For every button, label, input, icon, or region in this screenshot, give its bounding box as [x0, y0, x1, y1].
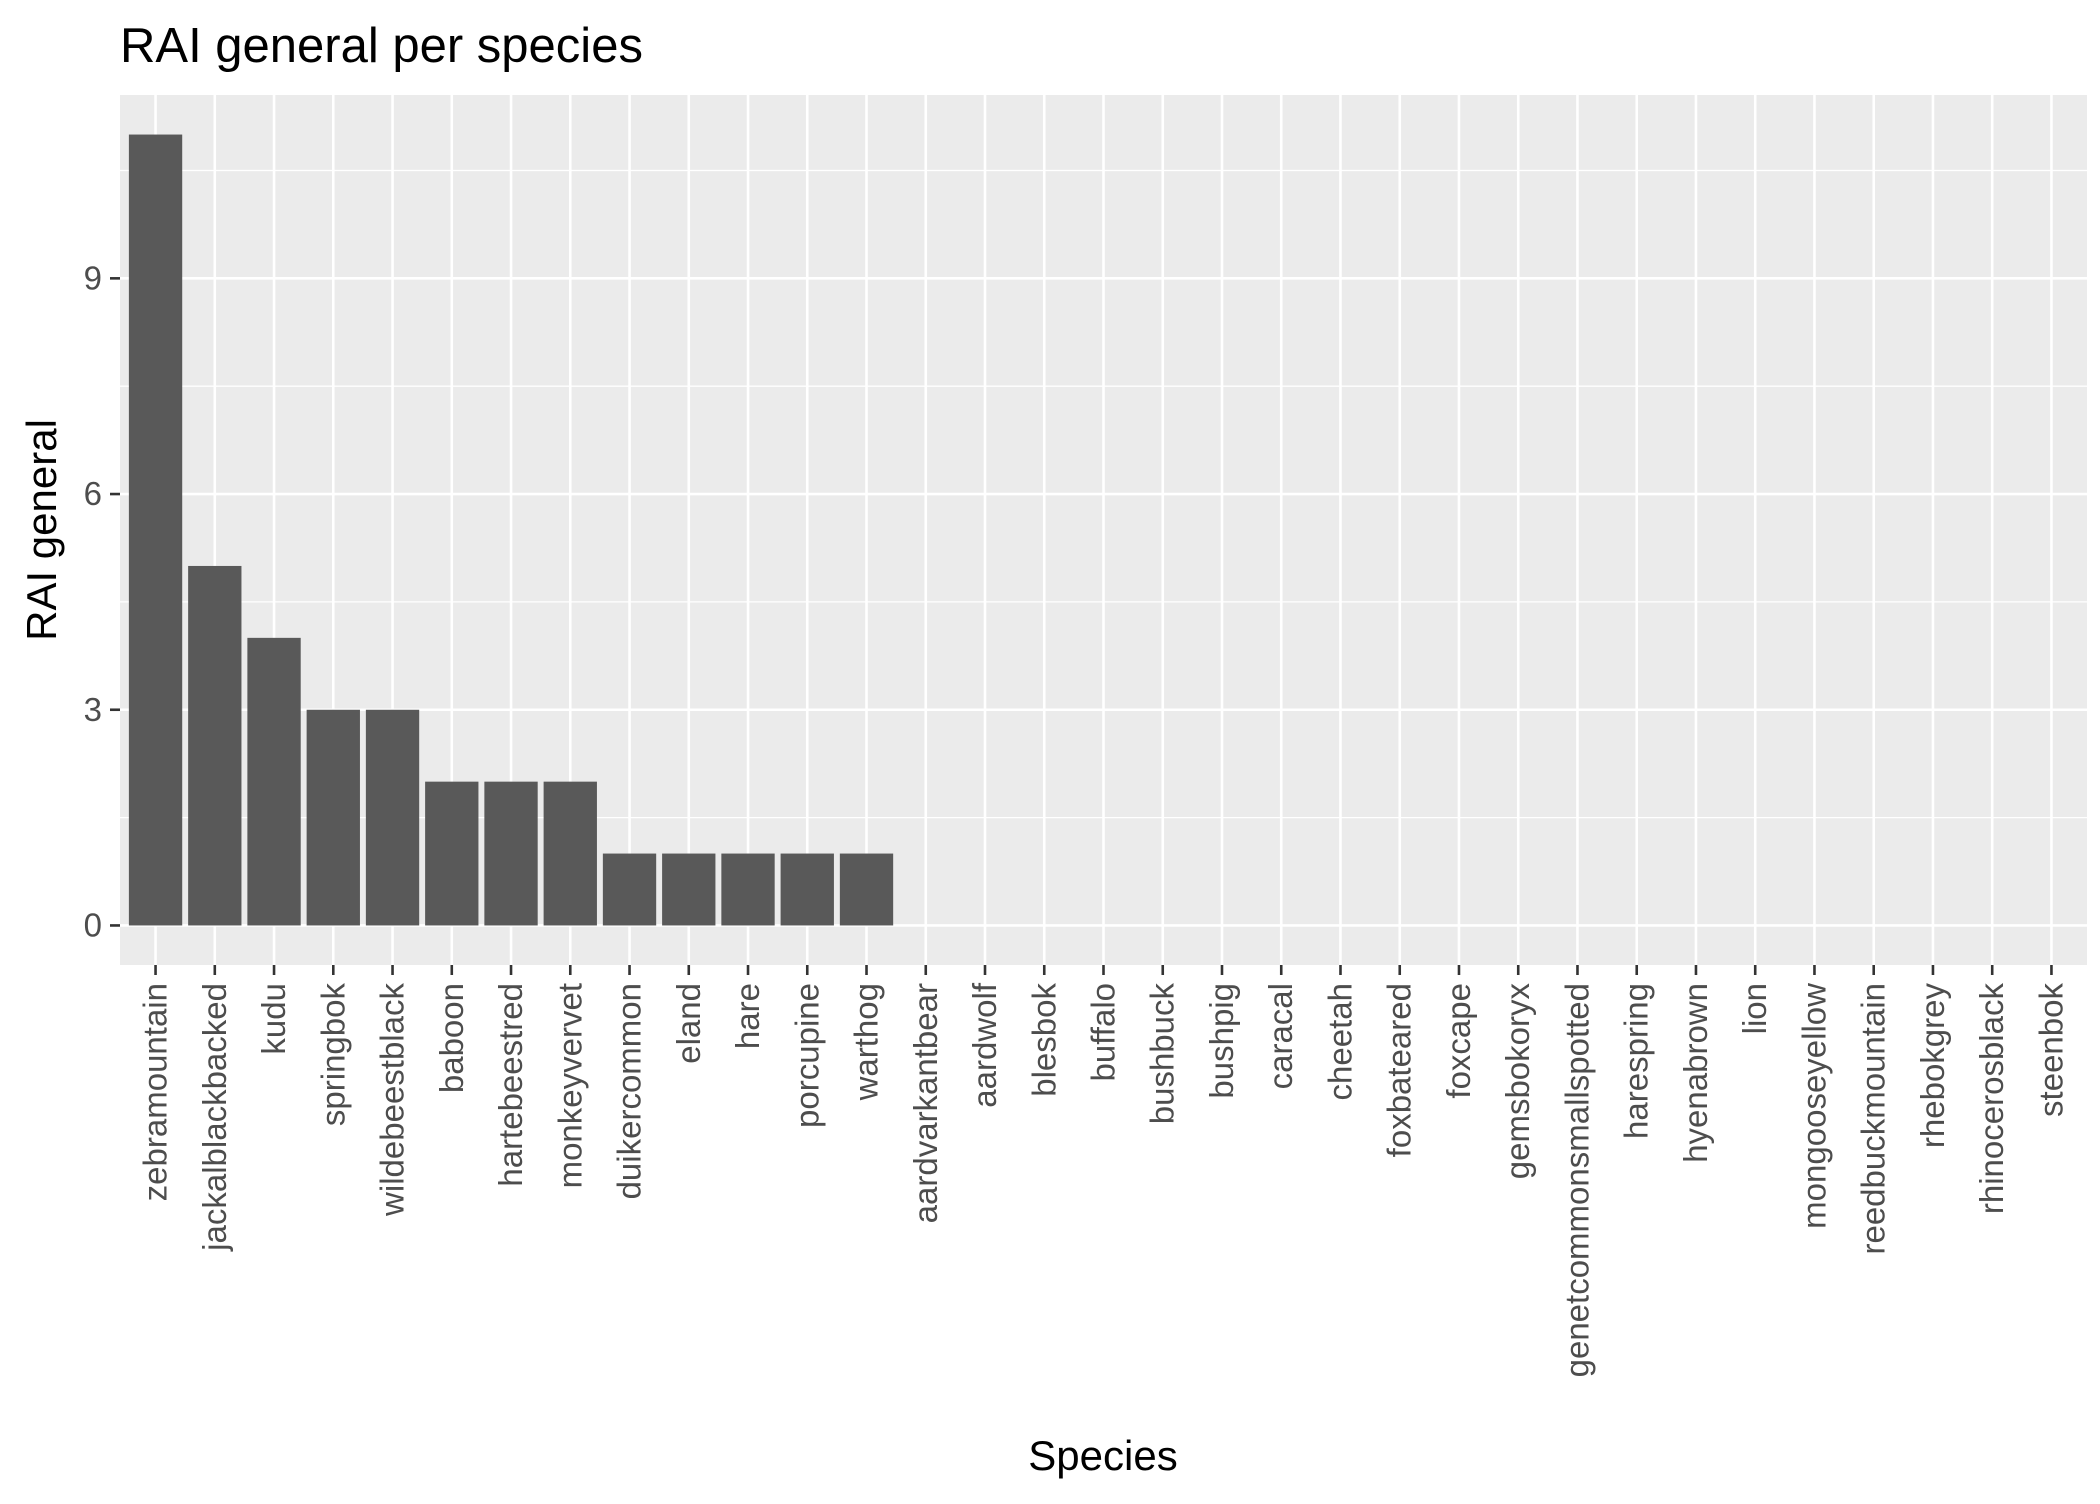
bar-warthog: [839, 853, 894, 926]
y-axis-title: RAI general: [18, 419, 65, 641]
x-tick-label-caracal: caracal: [1262, 983, 1299, 1089]
bar-wildebeestblack: [365, 709, 420, 926]
x-tick-label-foxbateared: foxbateared: [1381, 983, 1418, 1157]
y-tick-label: 9: [84, 259, 102, 296]
x-tick-label-zebramountain: zebramountain: [137, 983, 174, 1201]
y-tick-label: 6: [84, 475, 102, 512]
y-tick-label: 0: [84, 906, 102, 943]
bar-monkeyvervet: [543, 781, 597, 926]
x-tick-label-bushpig: bushpig: [1203, 983, 1240, 1099]
x-tick-label-reedbuckmountain: reedbuckmountain: [1855, 983, 1892, 1255]
x-tick-label-mongooseyellow: mongooseyellow: [1795, 983, 1832, 1229]
x-axis-title: Species: [1028, 1432, 1177, 1479]
x-tick-label-foxcape: foxcape: [1440, 983, 1477, 1099]
bar-eland: [662, 853, 716, 926]
x-tick-label-duikercommon: duikercommon: [611, 983, 648, 1199]
chart-title: RAI general per species: [120, 19, 643, 73]
x-tick-label-aardvarkantbear: aardvarkantbear: [907, 983, 944, 1223]
x-tick-label-monkeyvervet: monkeyvervet: [551, 983, 588, 1188]
x-tick-label-rhinocerosblack: rhinocerosblack: [1973, 983, 2010, 1215]
x-tick-label-steenbok: steenbok: [2032, 983, 2069, 1117]
x-tick-label-jackalblackbacked: jackalblackbacked: [196, 983, 233, 1252]
y-axis: 0 3 6 9: [84, 259, 120, 943]
bar-hare: [721, 853, 775, 926]
x-tick-label-bushbuck: bushbuck: [1144, 983, 1181, 1125]
bar-jackalblackbacked: [188, 565, 242, 926]
x-tick-label-aardwolf: aardwolf: [966, 982, 1003, 1108]
x-tick-label-buffalo: buffalo: [1085, 983, 1122, 1081]
x-tick-label-cheetah: cheetah: [1321, 983, 1358, 1100]
x-tick-label-eland: eland: [670, 983, 707, 1064]
x-tick-label-hare: hare: [729, 983, 766, 1049]
bar-porcupine: [780, 853, 834, 926]
bars: [128, 134, 894, 926]
x-tick-label-harespring: harespring: [1618, 983, 1655, 1139]
x-tick-label-genetcommonsmallspotted: genetcommonsmallspotted: [1558, 983, 1595, 1377]
x-tick-label-springbok: springbok: [314, 983, 351, 1127]
bar-hartebeestred: [484, 781, 538, 926]
bar-duikercommon: [602, 853, 657, 926]
x-tick-label-rhebokgrey: rhebokgrey: [1914, 983, 1951, 1149]
y-tick-label: 3: [84, 691, 102, 728]
x-tick-label-porcupine: porcupine: [788, 983, 825, 1128]
bar-springbok: [306, 709, 360, 926]
x-tick-label-lion: lion: [1736, 983, 1773, 1034]
x-tick-label-baboon: baboon: [433, 983, 470, 1093]
x-tick-label-warthog: warthog: [848, 983, 885, 1101]
bar-zebramountain: [128, 134, 183, 926]
bar-baboon: [425, 781, 479, 926]
x-tick-label-gemsbokoryx: gemsbokoryx: [1499, 983, 1536, 1180]
x-tick-label-blesbok: blesbok: [1025, 983, 1062, 1097]
bar-kudu: [247, 637, 301, 926]
x-tick-label-wildebeestblack: wildebeestblack: [374, 983, 411, 1217]
x-tick-label-kudu: kudu: [255, 983, 292, 1055]
x-tick-label-hyenabrown: hyenabrown: [1677, 983, 1714, 1163]
x-tick-label-hartebeestred: hartebeestred: [492, 983, 529, 1187]
x-axis: zebramountain jackalblackbacked kudu spring…: [137, 965, 2069, 1377]
